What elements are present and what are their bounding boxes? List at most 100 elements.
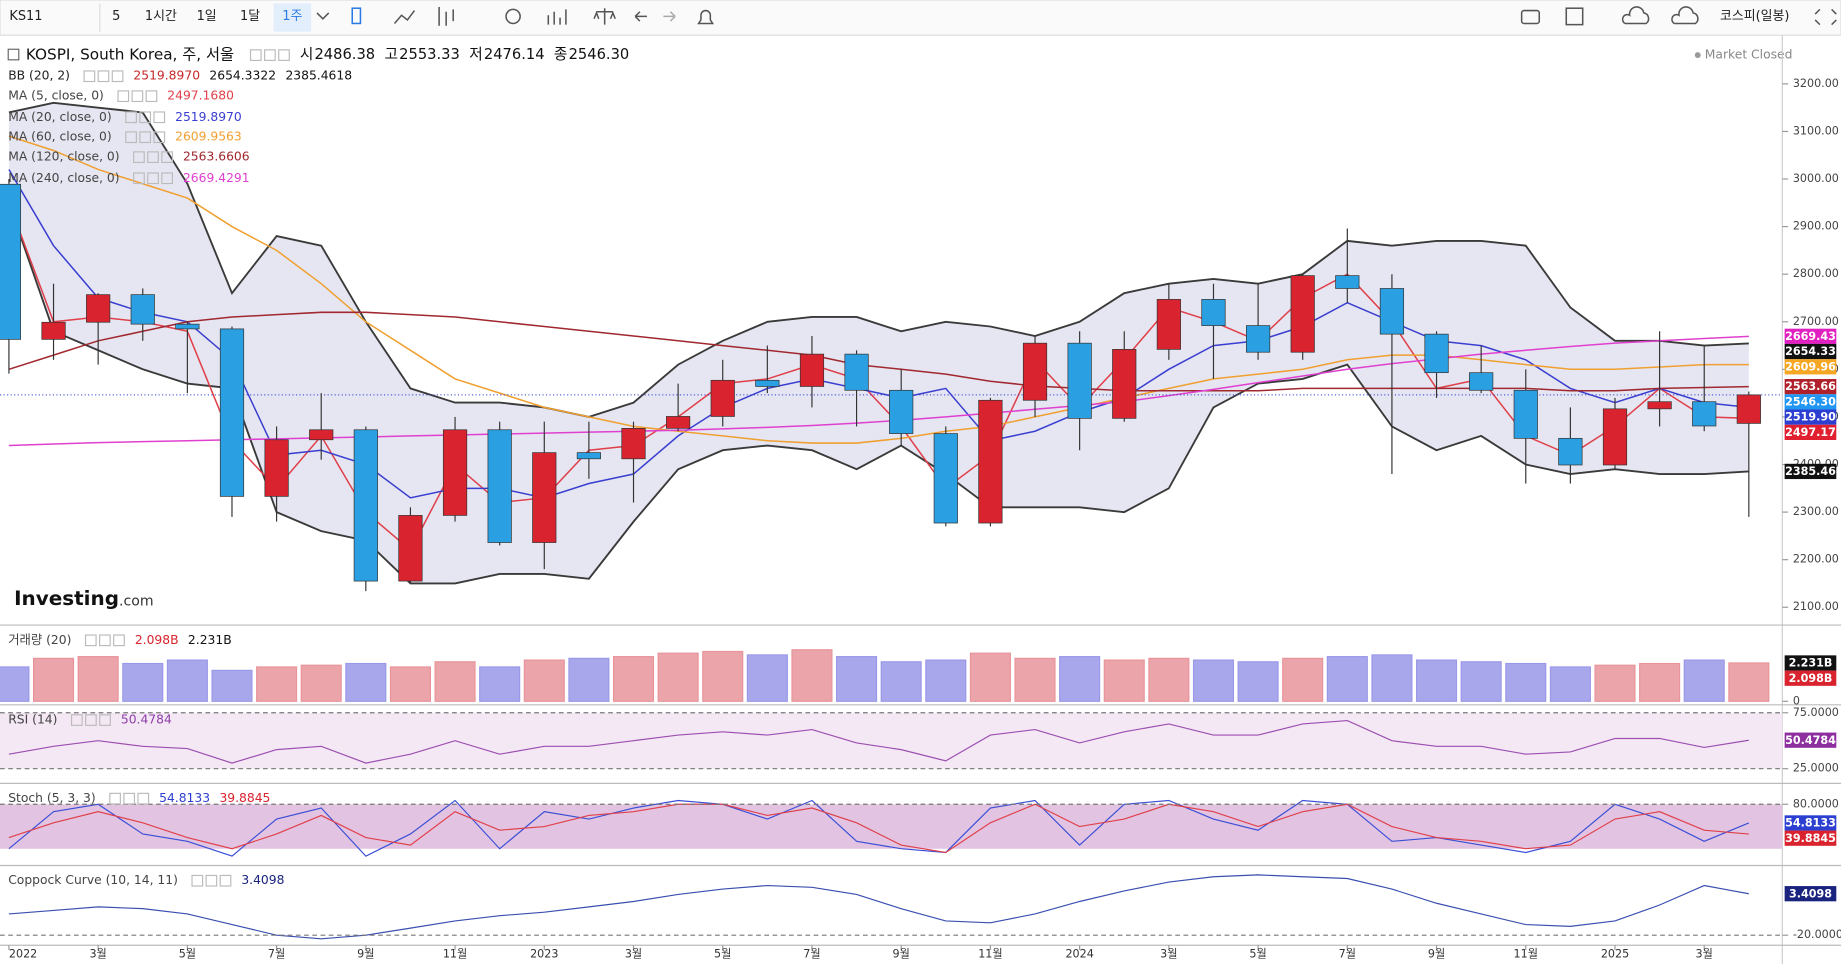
ma-line <box>8 311 1749 392</box>
legend-icon[interactable] <box>145 90 158 103</box>
legend-value: 2497.1680 <box>167 89 234 103</box>
interval-button[interactable]: 5 <box>112 9 120 24</box>
legend-icon[interactable] <box>147 151 159 164</box>
collapse-icon[interactable] <box>7 48 20 61</box>
price-tag-label: 2519.90 <box>1785 411 1836 424</box>
legend-icon[interactable] <box>161 172 173 185</box>
legend-icon[interactable] <box>97 70 110 83</box>
interval-button[interactable]: 1달 <box>240 9 260 24</box>
compare-icon[interactable] <box>593 8 616 25</box>
legend-icon[interactable] <box>153 131 166 144</box>
legend-icon[interactable] <box>264 49 276 61</box>
candle-body <box>666 416 691 429</box>
x-tick-label: 11월 <box>443 948 467 961</box>
exchange[interactable]: 코스피(일봉) <box>1720 9 1789 24</box>
price-tag-label: 2563.66 <box>1785 380 1836 393</box>
candle-body <box>799 353 825 387</box>
candle-body <box>1335 275 1360 289</box>
fullscreen-icon[interactable] <box>1814 8 1837 26</box>
legend-icon[interactable] <box>133 151 145 164</box>
alert-icon[interactable] <box>697 9 715 25</box>
candle-body <box>1067 342 1092 419</box>
bars-icon[interactable] <box>438 7 454 26</box>
candle-body <box>1022 342 1048 401</box>
volume-bar <box>1415 659 1458 702</box>
candle-icon[interactable] <box>351 7 362 25</box>
volume-bar <box>122 662 164 702</box>
settings-icon[interactable] <box>505 8 521 25</box>
legend-icon[interactable] <box>99 714 111 726</box>
candle-body <box>1469 372 1494 391</box>
legend-icon[interactable] <box>137 792 150 805</box>
legend-icon[interactable] <box>131 90 144 103</box>
legend-icon[interactable] <box>125 131 137 144</box>
undo-icon[interactable] <box>634 11 647 22</box>
volume-bar <box>1326 656 1368 702</box>
panel-name: RSI (14) <box>8 713 57 727</box>
ma-line <box>8 169 1749 499</box>
y-tick-label: 3000.00 <box>1793 172 1839 185</box>
redo-icon[interactable] <box>663 11 676 22</box>
candle-body <box>1112 349 1137 419</box>
legend-icon[interactable] <box>161 151 173 164</box>
legend-icon[interactable] <box>191 874 204 887</box>
candle-body <box>576 452 601 460</box>
volume-bar <box>791 649 833 702</box>
symbol[interactable]: KS11 <box>9 9 42 24</box>
legend-icon[interactable] <box>205 874 218 887</box>
camera-icon[interactable] <box>1520 9 1541 25</box>
volume-bar <box>1282 657 1324 702</box>
indicators-icon[interactable] <box>547 9 567 25</box>
legend-icon[interactable] <box>70 714 83 726</box>
x-tick-label: 2025 <box>1601 948 1629 961</box>
legend-icon[interactable] <box>147 172 159 185</box>
y-tick-label: 25.0000 <box>1793 762 1839 775</box>
ohlc-label: 종 <box>554 46 567 63</box>
candle-body <box>1245 325 1271 353</box>
legend-icon[interactable] <box>84 634 97 647</box>
line-icon[interactable] <box>393 10 416 24</box>
legend-icon[interactable] <box>139 111 152 124</box>
interval-active <box>273 3 312 32</box>
load-icon[interactable] <box>1621 6 1650 25</box>
interval-button[interactable]: 1일 <box>197 9 217 24</box>
price-tag <box>1784 732 1837 748</box>
save-icon[interactable] <box>1671 6 1699 25</box>
legend-icon[interactable] <box>117 90 130 103</box>
volume-bar <box>0 666 30 702</box>
legend-icon[interactable] <box>99 634 111 647</box>
legend-icon[interactable] <box>219 874 232 887</box>
price-tag-label: 3.4098 <box>1789 887 1832 900</box>
legend-icon[interactable] <box>113 634 125 647</box>
legend-icon[interactable] <box>83 70 96 83</box>
legend-icon[interactable] <box>85 714 97 726</box>
legend-icon[interactable] <box>249 49 262 61</box>
price-tag-label: 2.231B <box>1789 657 1833 670</box>
template-icon[interactable] <box>1565 7 1584 26</box>
legend-value: 54.8133 <box>159 791 210 805</box>
x-tick-label: 2022 <box>9 948 37 961</box>
legend-icon[interactable] <box>109 792 121 805</box>
volume-bar <box>345 662 387 702</box>
legend-icon[interactable] <box>153 111 166 124</box>
indicator-line <box>8 799 1750 857</box>
interval-button[interactable]: 1주 <box>282 9 302 24</box>
price-tag <box>1784 655 1837 671</box>
legend-icon[interactable] <box>133 172 145 185</box>
panel-name: Coppock Curve (10, 14, 11) <box>8 873 178 887</box>
legend-icon[interactable] <box>111 70 124 83</box>
band <box>0 712 1783 769</box>
volume-bar <box>612 656 655 702</box>
ohlc-value: 2546.30 <box>569 46 630 63</box>
legend-icon[interactable] <box>125 111 137 124</box>
volume-bar <box>389 666 431 702</box>
dropdown-icon[interactable] <box>316 12 330 20</box>
volume-bar <box>166 659 208 702</box>
interval-button[interactable]: 1시간 <box>145 9 177 24</box>
legend-value: 2654.3322 <box>209 69 276 83</box>
legend-icon[interactable] <box>278 49 290 61</box>
legend-icon[interactable] <box>123 792 136 805</box>
legend-icon[interactable] <box>139 131 152 144</box>
legend-value: 2385.4618 <box>285 69 352 83</box>
candle-body <box>264 439 289 497</box>
